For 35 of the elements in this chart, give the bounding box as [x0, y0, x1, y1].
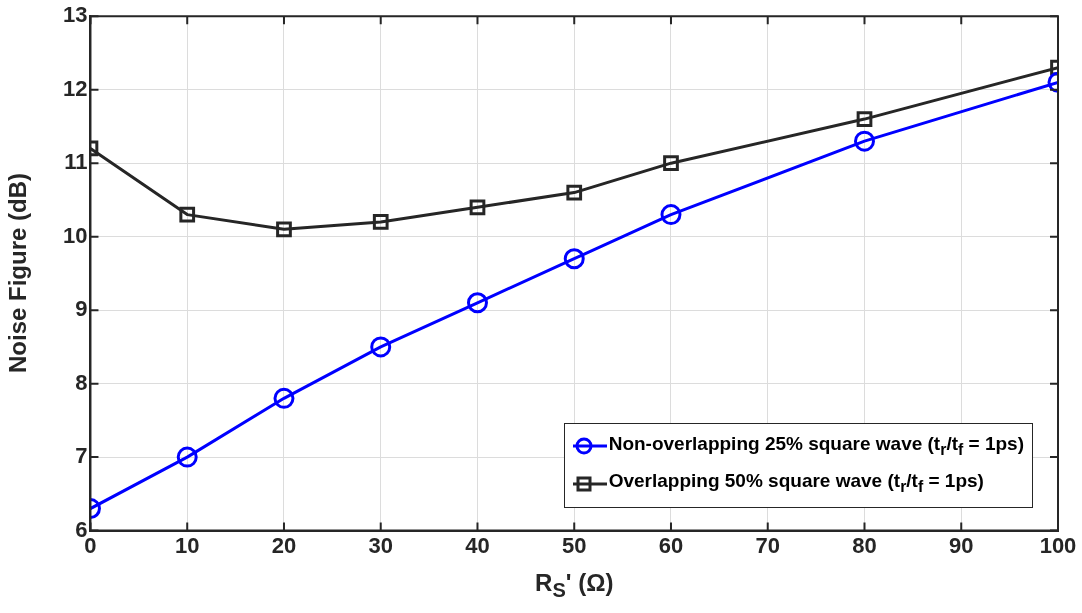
point	[176, 446, 198, 468]
point	[273, 387, 295, 409]
point	[466, 292, 488, 314]
point	[856, 111, 873, 127]
y-tick-label: 10	[62, 222, 88, 248]
y-tick-label: 12	[62, 75, 88, 101]
x-tick-label: 30	[368, 532, 393, 558]
legend-label: Overlapping 50% square wave (t$_{r}$/t$_{f}$ = 1ps)	[608, 469, 984, 498]
x-tick-label: 20	[271, 532, 297, 558]
y-tick-label: 7	[75, 443, 88, 469]
y-axis-title: Noise Figure (dB)	[4, 173, 32, 374]
x-tick-label: 70	[755, 532, 780, 558]
point	[663, 155, 679, 172]
point	[660, 204, 682, 226]
y-tick-label: 11	[64, 149, 88, 175]
y-tick-label: 8	[75, 369, 88, 395]
y-tick-label: 13	[62, 2, 88, 28]
x-tick-label: 90	[949, 532, 974, 558]
x-axis-title: R$_{S}$' (Ω)	[535, 568, 614, 602]
x-tick-label: 50	[561, 532, 587, 558]
point	[179, 206, 196, 223]
point	[853, 130, 875, 152]
point	[566, 184, 583, 201]
x-tick-label: 80	[852, 532, 877, 558]
x-tick-label: 10	[174, 532, 200, 558]
point	[563, 248, 585, 270]
point	[370, 336, 392, 358]
x-tick-label: 40	[465, 532, 490, 558]
point	[469, 199, 486, 216]
point	[372, 214, 389, 230]
point	[276, 221, 292, 238]
y-tick-label: 9	[75, 296, 88, 322]
legend-label: Non-overlapping 25% square wave (t$_{r}$/t$_{f}$ = 1ps)	[608, 431, 1024, 460]
x-tick-label: 100	[1039, 532, 1077, 558]
x-tick-label: 60	[658, 532, 684, 558]
